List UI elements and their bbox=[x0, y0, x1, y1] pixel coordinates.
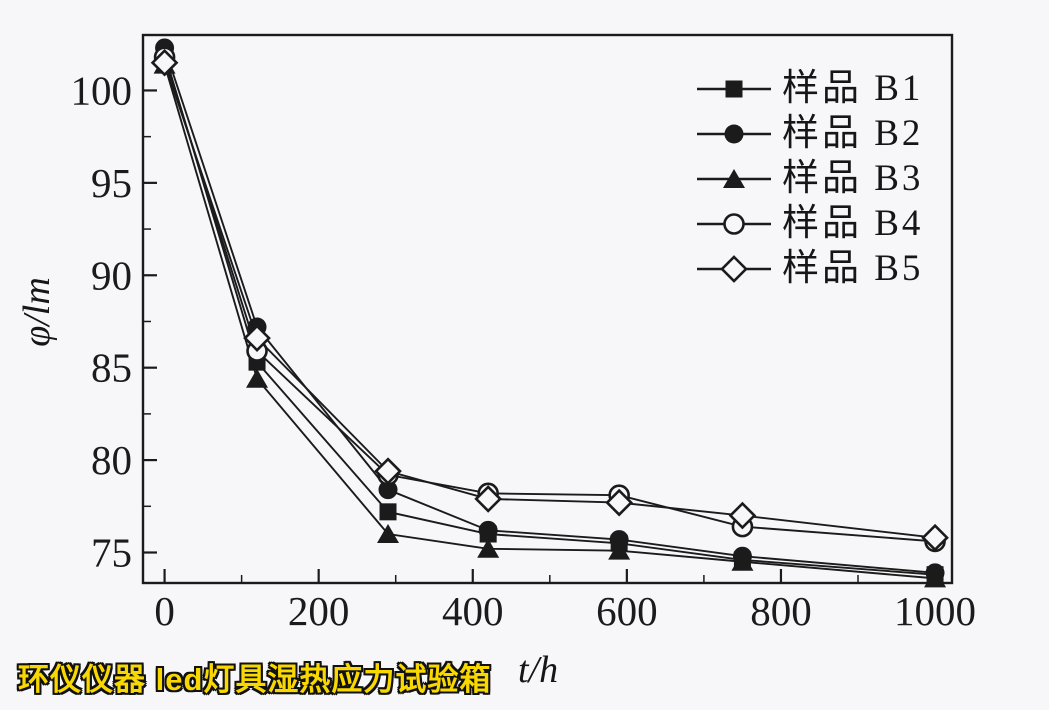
marker-diamond-open bbox=[605, 488, 633, 517]
plot-border bbox=[141, 33, 954, 585]
y-tick-label: 100 bbox=[71, 67, 133, 113]
x-tick-label: 600 bbox=[596, 588, 658, 634]
marker-circle-open bbox=[723, 212, 745, 235]
filled-triangle-marker-icon bbox=[697, 168, 771, 188]
watermark: 环仪仪器 led灯具湿热应力试验箱 bbox=[18, 662, 492, 697]
marker-circle-filled bbox=[609, 530, 629, 550]
y-tick-label: 90 bbox=[91, 252, 132, 298]
legend-item-b4: 样品 B4 bbox=[695, 201, 923, 246]
filled-square-marker-icon bbox=[697, 80, 771, 97]
marker-triangle-filled bbox=[924, 568, 947, 588]
series-b3 bbox=[153, 54, 947, 588]
x-tick-label: 200 bbox=[288, 588, 350, 634]
legend-label-b1: 样品 B1 bbox=[782, 68, 924, 109]
marker-triangle-filled bbox=[477, 538, 500, 558]
x-axis-label: t/h bbox=[518, 649, 559, 691]
marker-triangle-filled bbox=[246, 368, 269, 388]
legend: 样品 B1 样品 B2 样品 B3 样品 B4 样品 B5 bbox=[695, 66, 923, 291]
marker-circle-filled bbox=[378, 480, 398, 500]
legend-label-b2: 样品 B2 bbox=[782, 113, 924, 154]
marker-circle-filled bbox=[724, 124, 744, 143]
x-tick-label: 0 bbox=[154, 588, 175, 634]
legend-item-b5: 样品 B5 bbox=[695, 246, 923, 291]
y-tick-label: 75 bbox=[91, 530, 132, 576]
marker-square-filled bbox=[725, 80, 743, 97]
marker-diamond-open bbox=[474, 485, 503, 513]
y-axis-label: φ/lm bbox=[16, 277, 58, 347]
legend-item-b2: 样品 B2 bbox=[695, 111, 923, 156]
y-tick-label: 85 bbox=[91, 345, 132, 391]
marker-circle-filled bbox=[478, 520, 498, 540]
marker-diamond-open bbox=[150, 48, 179, 77]
x-tick-label: 800 bbox=[750, 588, 812, 634]
y-tick-label: 95 bbox=[91, 160, 132, 206]
marker-triangle-filled bbox=[377, 524, 400, 544]
legend-label-b3: 样品 B3 bbox=[782, 158, 924, 199]
legend-label-b5: 样品 B5 bbox=[782, 248, 924, 289]
marker-diamond-open bbox=[728, 501, 757, 530]
marker-diamond-open bbox=[243, 324, 271, 352]
filled-circle-marker-icon bbox=[697, 124, 771, 143]
marker-triangle-filled bbox=[608, 540, 631, 560]
legend-item-b1: 样品 B1 bbox=[695, 66, 923, 111]
x-tick-label: 1000 bbox=[894, 588, 976, 634]
open-circle-marker-icon bbox=[697, 212, 771, 235]
y-tick-label: 80 bbox=[91, 437, 132, 483]
legend-label-b4: 样品 B4 bbox=[782, 203, 924, 244]
legend-item-b3: 样品 B3 bbox=[695, 156, 923, 201]
marker-diamond-open bbox=[720, 254, 748, 283]
marker-diamond-open bbox=[374, 457, 402, 486]
series-b5 bbox=[150, 48, 949, 552]
marker-triangle-filled bbox=[731, 551, 754, 571]
marker-triangle-filled bbox=[723, 168, 745, 188]
open-diamond-marker-icon bbox=[697, 254, 771, 283]
marker-square-filled bbox=[379, 503, 397, 521]
x-tick-label: 400 bbox=[442, 588, 504, 634]
marker-diamond-open bbox=[921, 523, 949, 552]
